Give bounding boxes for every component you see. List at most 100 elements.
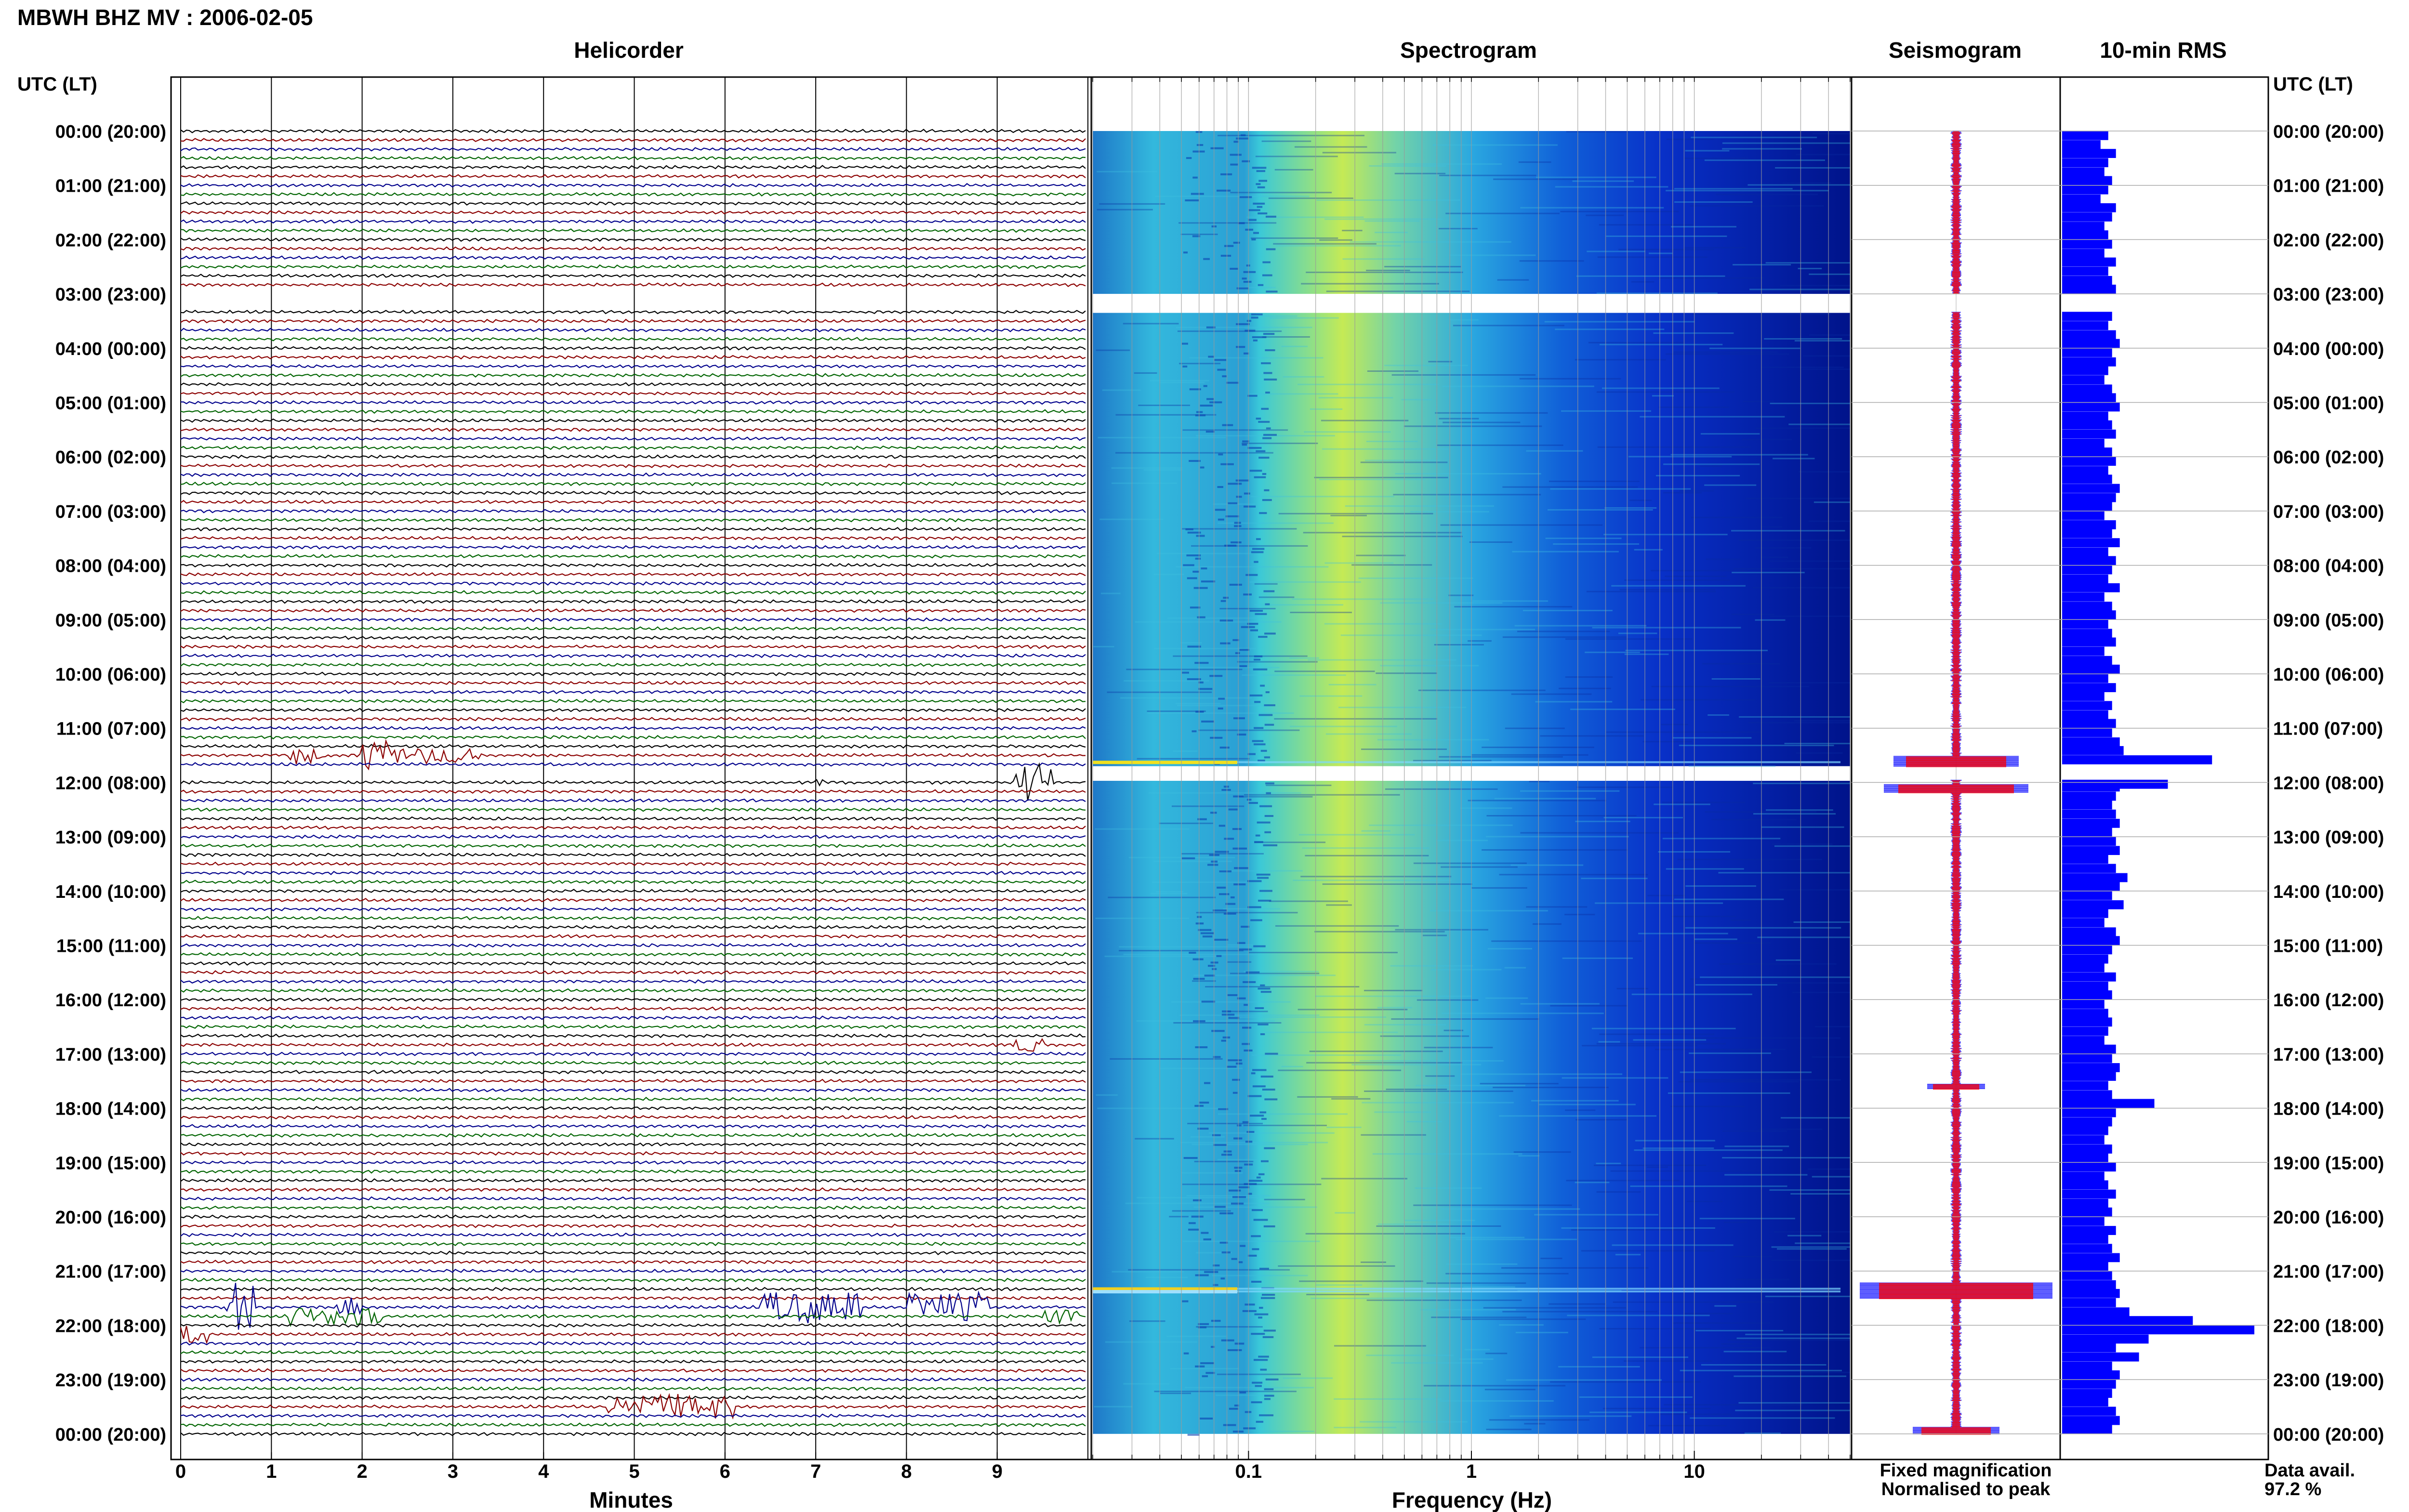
spectrogram-texture [1259, 1307, 1263, 1309]
spectrogram-texture [1297, 1009, 1408, 1011]
spectrogram-texture [1520, 1003, 1600, 1005]
spectrogram-texture [1691, 136, 1817, 138]
spectrogram-texture [1798, 268, 1822, 270]
rms-bar [2062, 1244, 2112, 1253]
spectrogram-texture [1734, 1375, 1847, 1377]
spectrogram-texture [1566, 1180, 1680, 1182]
spectrogram-texture [1784, 743, 1850, 745]
rms-bar [2062, 1036, 2105, 1045]
spectrogram-texture [1224, 544, 1237, 547]
spectrogram-texture [1456, 1238, 1577, 1240]
spectrogram-texture [1239, 649, 1249, 651]
time-label-left: 04:00 (00:00) [55, 339, 166, 359]
helicorder-trace-line [180, 979, 1086, 984]
spectrogram-texture [1261, 140, 1311, 142]
spectrogram-texture [1646, 1166, 1668, 1168]
spectrogram-texture [1648, 1425, 1727, 1427]
helicorder-trace-line [180, 201, 1086, 206]
spectrogram-texture [1238, 1261, 1243, 1263]
spectrogram-texture [1202, 1375, 1208, 1378]
spectrogram-texture [1195, 557, 1201, 560]
rms-bar [2062, 1044, 2116, 1054]
spectrogram-texture [1540, 1258, 1562, 1260]
helicorder-trace-line [180, 635, 1086, 640]
helicorder-trace-line [180, 536, 1086, 541]
spectrogram-texture [1526, 906, 1588, 908]
helicorder-trace-line [180, 653, 1086, 658]
spectrogram-texture [1471, 887, 1527, 889]
time-label-right: 06:00 (02:00) [2273, 447, 2384, 468]
spectrogram-texture [1436, 840, 1488, 841]
spectrogram-texture [1100, 592, 1121, 594]
spectrogram-texture [1258, 636, 1268, 638]
spectrogram-texture [1655, 474, 1740, 476]
spectrogram-texture [1251, 313, 1263, 316]
spectrogram-texture [1242, 160, 1250, 162]
spectrogram-texture [1228, 1349, 1242, 1351]
rms-bar [2062, 990, 2112, 999]
spectrogram-texture [1794, 720, 1850, 722]
spectrogram-texture [1428, 361, 1453, 363]
spectrogram-texture [1212, 1275, 1308, 1276]
rms-bar [2062, 1380, 2116, 1389]
spectrogram-texture [1360, 1421, 1468, 1423]
spectrogram-texture [1761, 526, 1782, 528]
helicorder-trace-line [180, 1142, 1086, 1147]
spectrogram-texture [1386, 1089, 1447, 1091]
helicorder-trace-line [180, 309, 1086, 315]
rms-bar [2062, 1288, 2120, 1298]
spectrogram-texture [1517, 631, 1610, 632]
spectrogram-texture [1666, 190, 1829, 192]
spectrogram-texture [1196, 1326, 1263, 1328]
spectrogram-texture [1486, 1429, 1532, 1431]
spectrogram-texture [1239, 796, 1313, 798]
spectrogram-texture [1262, 437, 1272, 439]
rms-bar [2062, 664, 2120, 674]
spectrogram-texture [1292, 598, 1434, 600]
spectrogram-texture [1194, 662, 1209, 664]
minute-tick-label: 5 [629, 1461, 639, 1482]
time-label-left: 19:00 (15:00) [55, 1153, 166, 1173]
spectrogram-texture [1177, 330, 1282, 332]
spectrogram-texture [1182, 1300, 1189, 1302]
helicorder-trace-line [180, 1393, 1086, 1420]
helicorder-trace-line [180, 762, 1086, 767]
spectrogram-texture [1224, 838, 1234, 840]
time-label-left: 12:00 (08:00) [55, 773, 166, 793]
spectrogram-texture [1234, 525, 1242, 527]
spectrogram-texture [1264, 723, 1274, 726]
spectrogram-texture [1182, 671, 1189, 674]
spectrogram-texture [1198, 688, 1213, 690]
rms-bars [2062, 131, 2254, 1434]
spectrogram-texture [1469, 541, 1512, 543]
spectrogram-texture [1694, 942, 1771, 944]
spectrogram-texture [1261, 362, 1271, 365]
spectrogram-texture [1788, 423, 1850, 425]
spectrogram-texture [1706, 558, 1741, 560]
spectrogram-texture [1190, 606, 1201, 609]
spectrogram-texture [1404, 1220, 1475, 1222]
spectrogram-texture [1179, 363, 1221, 365]
spectrogram-texture [1180, 1142, 1328, 1144]
spectrogram-texture [1796, 154, 1850, 156]
spectrogram-texture [1690, 1417, 1835, 1419]
spectrogram-texture [1264, 756, 1271, 759]
spectrogram-texture [1520, 207, 1664, 209]
spectrogram-texture [1193, 587, 1208, 589]
spectrogram-texture [1221, 1339, 1234, 1341]
spectrogram-texture [1183, 1352, 1189, 1354]
spectrogram-texture [1240, 134, 1246, 136]
spectrogram-texture [1253, 1219, 1268, 1221]
rms-bar [2062, 755, 2212, 764]
helicorder-trace-line [180, 997, 1086, 1002]
spectrogram-texture [1499, 874, 1648, 876]
helicorder-trace-line [180, 1169, 1086, 1174]
spectrogram-texture [1248, 1193, 1252, 1195]
spectrogram-texture [1250, 629, 1258, 631]
spectrogram-texture [1366, 440, 1418, 442]
spectrogram-texture [1460, 807, 1512, 809]
time-label-left: 06:00 (02:00) [55, 447, 166, 468]
spectrogram-texture [1129, 1320, 1165, 1322]
helicorder-trace-line [180, 146, 1086, 152]
spectrogram-texture [1597, 446, 1751, 448]
